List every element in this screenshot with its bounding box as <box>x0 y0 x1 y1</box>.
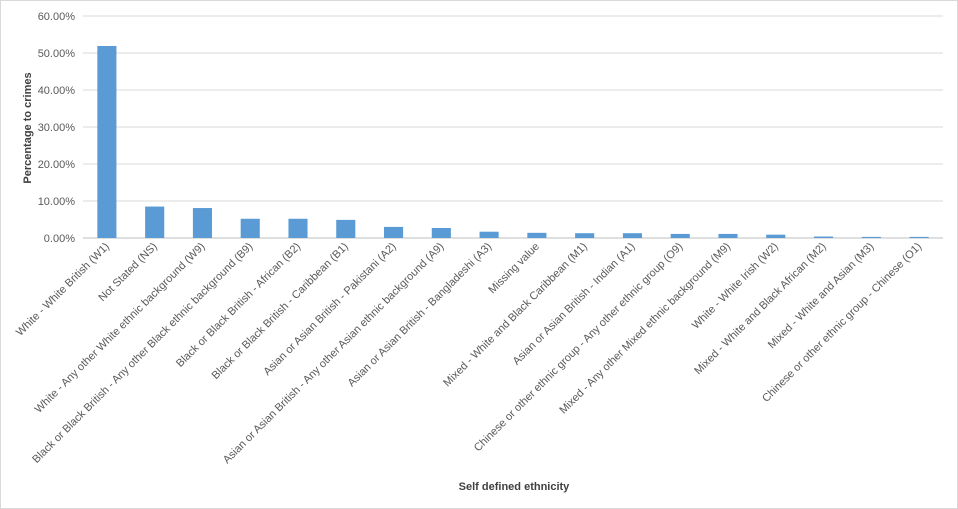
x-tick-label: Black or Black British - Any other Black… <box>30 241 255 466</box>
bar <box>622 233 642 238</box>
y-tick-label: 50.00% <box>38 48 76 60</box>
x-axis-tick-labels: White - White British (W1)Not Stated (NS… <box>14 241 924 467</box>
bar <box>288 218 308 238</box>
x-tick-label: White - White Irish (W2) <box>690 241 781 332</box>
bar <box>431 228 451 238</box>
bar <box>670 233 690 238</box>
bar <box>861 236 881 238</box>
bar <box>527 232 547 238</box>
gridlines <box>83 15 943 239</box>
bars <box>97 45 929 238</box>
bar <box>145 206 165 238</box>
bar <box>814 236 834 238</box>
y-tick-label: 60.00% <box>38 11 76 23</box>
bar <box>479 231 499 238</box>
bar <box>97 45 117 238</box>
bar <box>384 226 404 238</box>
x-tick-label: White - Any other White ethnic backgroun… <box>33 241 208 416</box>
x-tick-label: White - White British (W1) <box>14 241 112 339</box>
y-tick-label: 40.00% <box>38 85 76 97</box>
y-tick-label: 10.00% <box>38 196 76 208</box>
bar <box>240 218 260 238</box>
bar <box>336 219 356 238</box>
x-tick-label: Asian or Asian British - Any other Asian… <box>221 241 447 467</box>
bar <box>909 236 929 238</box>
y-tick-label: 30.00% <box>38 122 76 134</box>
bar <box>192 208 212 238</box>
x-tick-label: Mixed - Any other Mixed ethnic backgroun… <box>557 241 733 417</box>
y-axis-tick-labels: 0.00% 10.00% 20.00% 30.00% 40.00% 50.00% 60.00… <box>38 11 76 245</box>
y-tick-label: 20.00% <box>38 159 76 171</box>
y-tick-label: 0.00% <box>44 233 75 245</box>
y-axis-title: Percentage to crimes <box>22 72 34 183</box>
bar <box>766 234 786 238</box>
bar <box>575 233 595 238</box>
x-axis-title: Self defined ethnicity <box>459 481 571 493</box>
bar <box>718 233 738 238</box>
